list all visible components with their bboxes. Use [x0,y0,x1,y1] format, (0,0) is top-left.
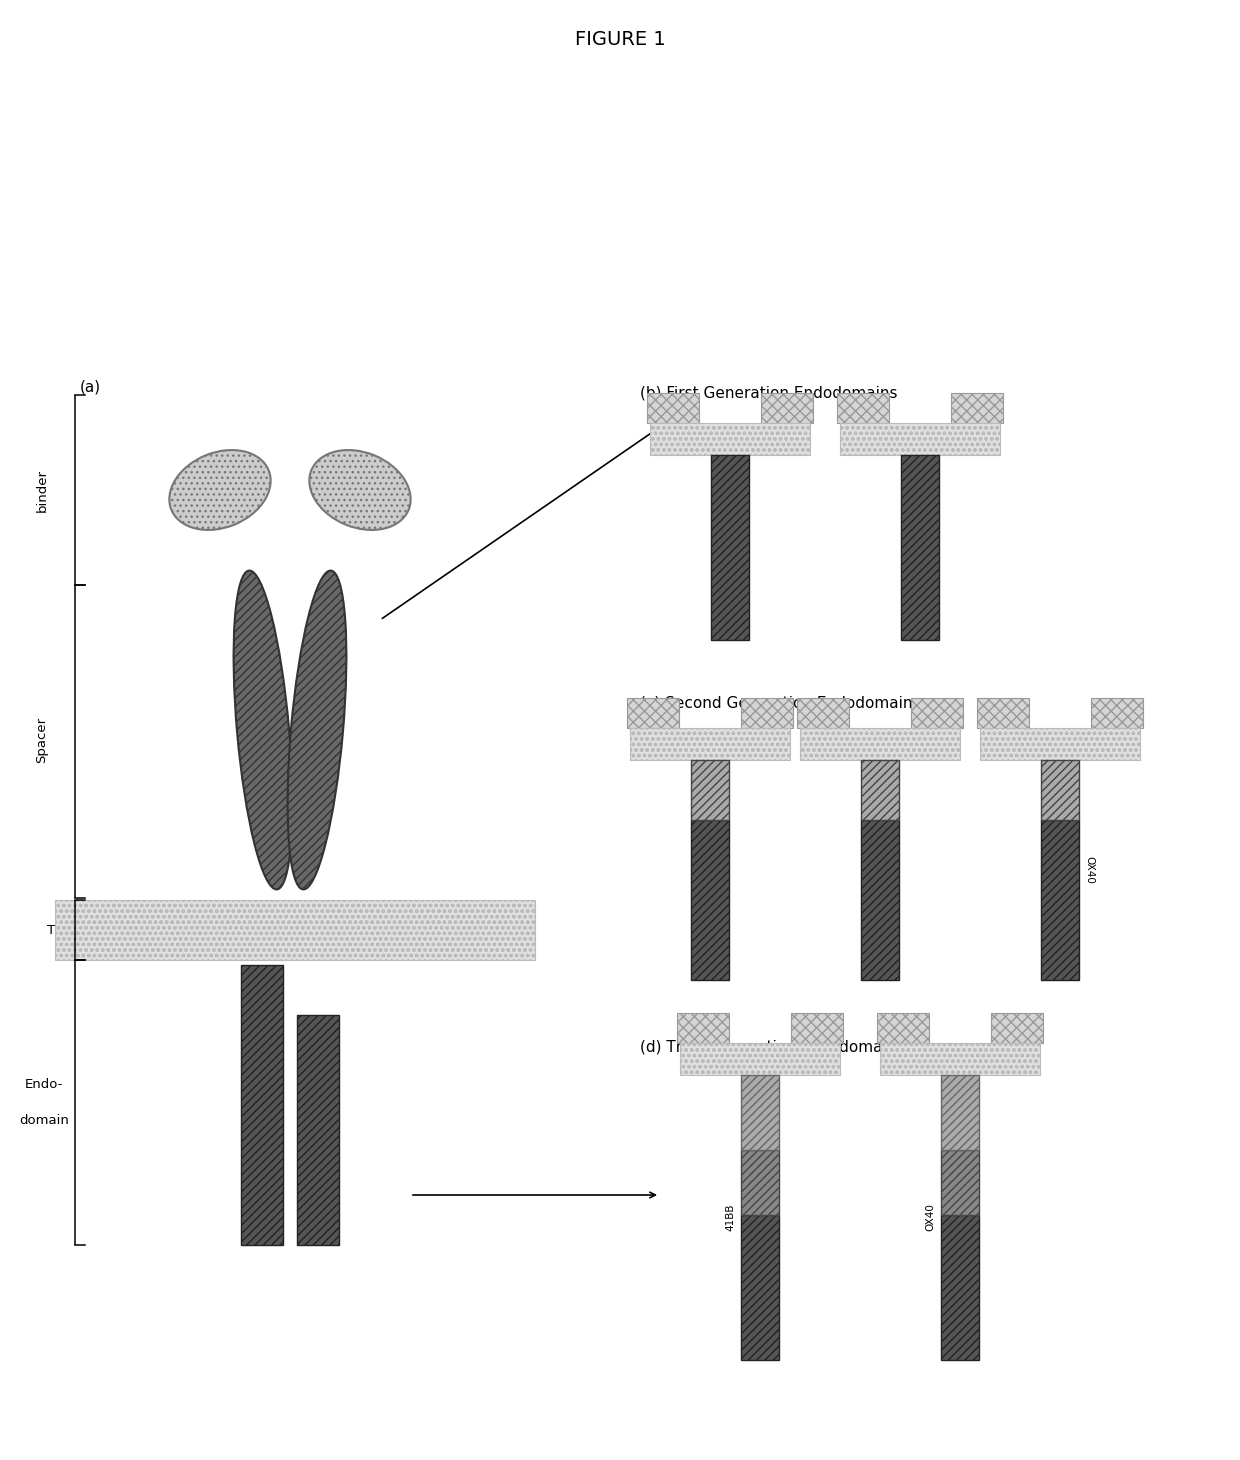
Text: OX40: OX40 [925,1203,935,1231]
Text: OX40: OX40 [1084,856,1094,883]
Bar [901,456,939,639]
Bar [742,1215,779,1361]
Bar [837,393,889,423]
Bar [941,1215,980,1361]
Bar [1091,698,1143,729]
Ellipse shape [233,571,293,889]
Text: (c) Second Generation Endodomains: (c) Second Generation Endodomains [640,695,920,710]
Text: 41BB: 41BB [725,1203,735,1231]
Bar [691,821,729,980]
Text: (a): (a) [81,380,102,396]
Bar [941,1075,980,1150]
Bar [241,965,283,1245]
Bar [742,1150,779,1215]
Bar [677,1013,729,1042]
Text: (d) Third Generation Endodomains: (d) Third Generation Endodomains [640,1040,904,1056]
Text: FIGURE 1: FIGURE 1 [574,31,666,50]
Text: domain: domain [19,1114,69,1127]
Bar [1042,821,1079,980]
Ellipse shape [288,571,346,889]
Bar [880,1042,1040,1075]
Bar [861,761,899,821]
Bar [941,1150,980,1215]
Bar [839,423,999,456]
Bar [791,1013,843,1042]
Ellipse shape [309,450,410,530]
Bar [647,393,699,423]
Bar [800,729,960,761]
Bar [861,821,899,980]
Bar [911,698,963,729]
Bar [627,698,680,729]
Bar [977,698,1029,729]
Bar [680,1042,839,1075]
Bar [877,1013,929,1042]
Text: (b) First Generation Endodomains: (b) First Generation Endodomains [640,385,898,400]
Bar [1042,761,1079,821]
Bar [980,729,1140,761]
Text: Spacer: Spacer [36,717,48,764]
Bar [761,393,813,423]
Bar [691,761,729,821]
Text: TM: TM [47,924,67,936]
Bar [55,899,534,961]
Bar [630,729,790,761]
Bar [650,423,810,456]
Bar [711,456,749,639]
Bar [742,698,794,729]
Bar [991,1013,1043,1042]
Bar [298,1015,339,1245]
Ellipse shape [170,450,270,530]
Text: binder: binder [36,469,48,511]
Bar [797,698,849,729]
Bar [951,393,1003,423]
Bar [742,1075,779,1150]
Text: Endo-: Endo- [25,1077,63,1091]
